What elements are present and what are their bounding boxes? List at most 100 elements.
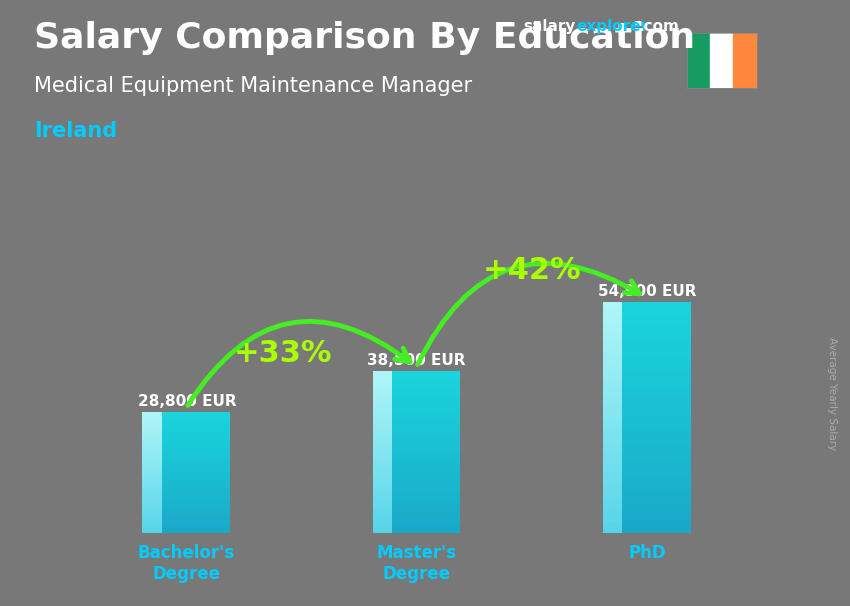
Bar (373, 504, 460, 506)
Bar (603, 371, 690, 375)
Bar (373, 522, 392, 525)
Bar (373, 504, 392, 506)
Bar (143, 513, 162, 515)
Bar (603, 494, 622, 499)
Bar (603, 525, 622, 530)
Bar (603, 422, 690, 425)
Bar (603, 314, 622, 318)
Bar (373, 498, 392, 501)
Bar (603, 395, 622, 399)
Bar (603, 530, 690, 533)
Bar (373, 471, 460, 474)
Bar (373, 447, 460, 450)
Bar (143, 483, 162, 485)
Text: 28,800 EUR: 28,800 EUR (138, 394, 236, 408)
Bar (603, 414, 690, 418)
Bar (143, 436, 230, 438)
Bar (603, 406, 690, 410)
Bar (143, 515, 230, 517)
Bar (603, 479, 690, 483)
Bar (373, 461, 392, 463)
Bar (143, 450, 162, 453)
Bar (603, 322, 690, 325)
Bar (143, 420, 162, 422)
Bar (603, 414, 622, 418)
Bar (373, 455, 460, 458)
Bar (603, 456, 622, 460)
Bar (143, 438, 230, 441)
Bar (143, 428, 230, 430)
Bar (373, 379, 392, 382)
Bar (373, 398, 460, 401)
Bar (373, 436, 460, 439)
Bar (603, 360, 690, 364)
Bar (143, 468, 162, 471)
Bar (143, 517, 162, 519)
Bar (143, 531, 162, 533)
Bar (373, 382, 460, 385)
Bar (603, 433, 690, 437)
Bar (603, 314, 690, 318)
Bar (603, 345, 690, 348)
Bar (143, 418, 230, 420)
Bar (603, 510, 622, 514)
Bar (143, 435, 230, 436)
Bar (143, 448, 230, 450)
Bar (373, 514, 392, 517)
Bar (373, 444, 460, 447)
Bar (143, 521, 230, 523)
Text: Average Yearly Salary: Average Yearly Salary (827, 338, 837, 450)
Bar (143, 485, 230, 487)
Bar (143, 503, 230, 505)
Bar (373, 390, 460, 393)
Bar (373, 496, 460, 498)
Bar (373, 476, 460, 479)
Bar (373, 396, 392, 398)
Bar (143, 471, 162, 473)
Bar (373, 417, 460, 420)
Bar (373, 382, 392, 385)
Bar (603, 402, 690, 406)
Bar (143, 456, 162, 459)
Bar (603, 418, 690, 422)
Bar (143, 453, 162, 454)
Bar (603, 383, 622, 387)
Bar (373, 474, 460, 476)
Bar (143, 467, 162, 468)
Bar (603, 325, 690, 329)
Bar (143, 432, 162, 435)
Bar (373, 441, 460, 444)
Bar (603, 453, 622, 456)
Bar (603, 399, 622, 402)
Bar (603, 402, 622, 406)
Bar (373, 422, 392, 425)
Bar (143, 525, 162, 527)
Bar (143, 477, 162, 479)
Bar (143, 459, 162, 461)
Bar (143, 483, 230, 485)
Bar (143, 497, 230, 499)
Bar (373, 407, 460, 409)
Bar (373, 479, 460, 482)
Bar (143, 511, 162, 513)
Bar (373, 455, 392, 458)
Bar (603, 483, 690, 487)
Bar (143, 493, 162, 495)
Bar (143, 495, 230, 497)
Bar (143, 430, 230, 432)
Bar (603, 345, 622, 348)
Bar (734, 33, 756, 88)
Bar (143, 438, 162, 441)
Bar (603, 325, 622, 329)
Bar (603, 456, 690, 460)
Bar (603, 453, 690, 456)
Bar (373, 420, 460, 422)
Bar (603, 487, 690, 491)
Bar (373, 398, 392, 401)
Bar (143, 418, 162, 420)
Bar (603, 429, 690, 433)
Bar (143, 519, 162, 521)
Bar (373, 374, 460, 377)
Bar (603, 368, 690, 371)
Text: 38,500 EUR: 38,500 EUR (367, 353, 466, 368)
